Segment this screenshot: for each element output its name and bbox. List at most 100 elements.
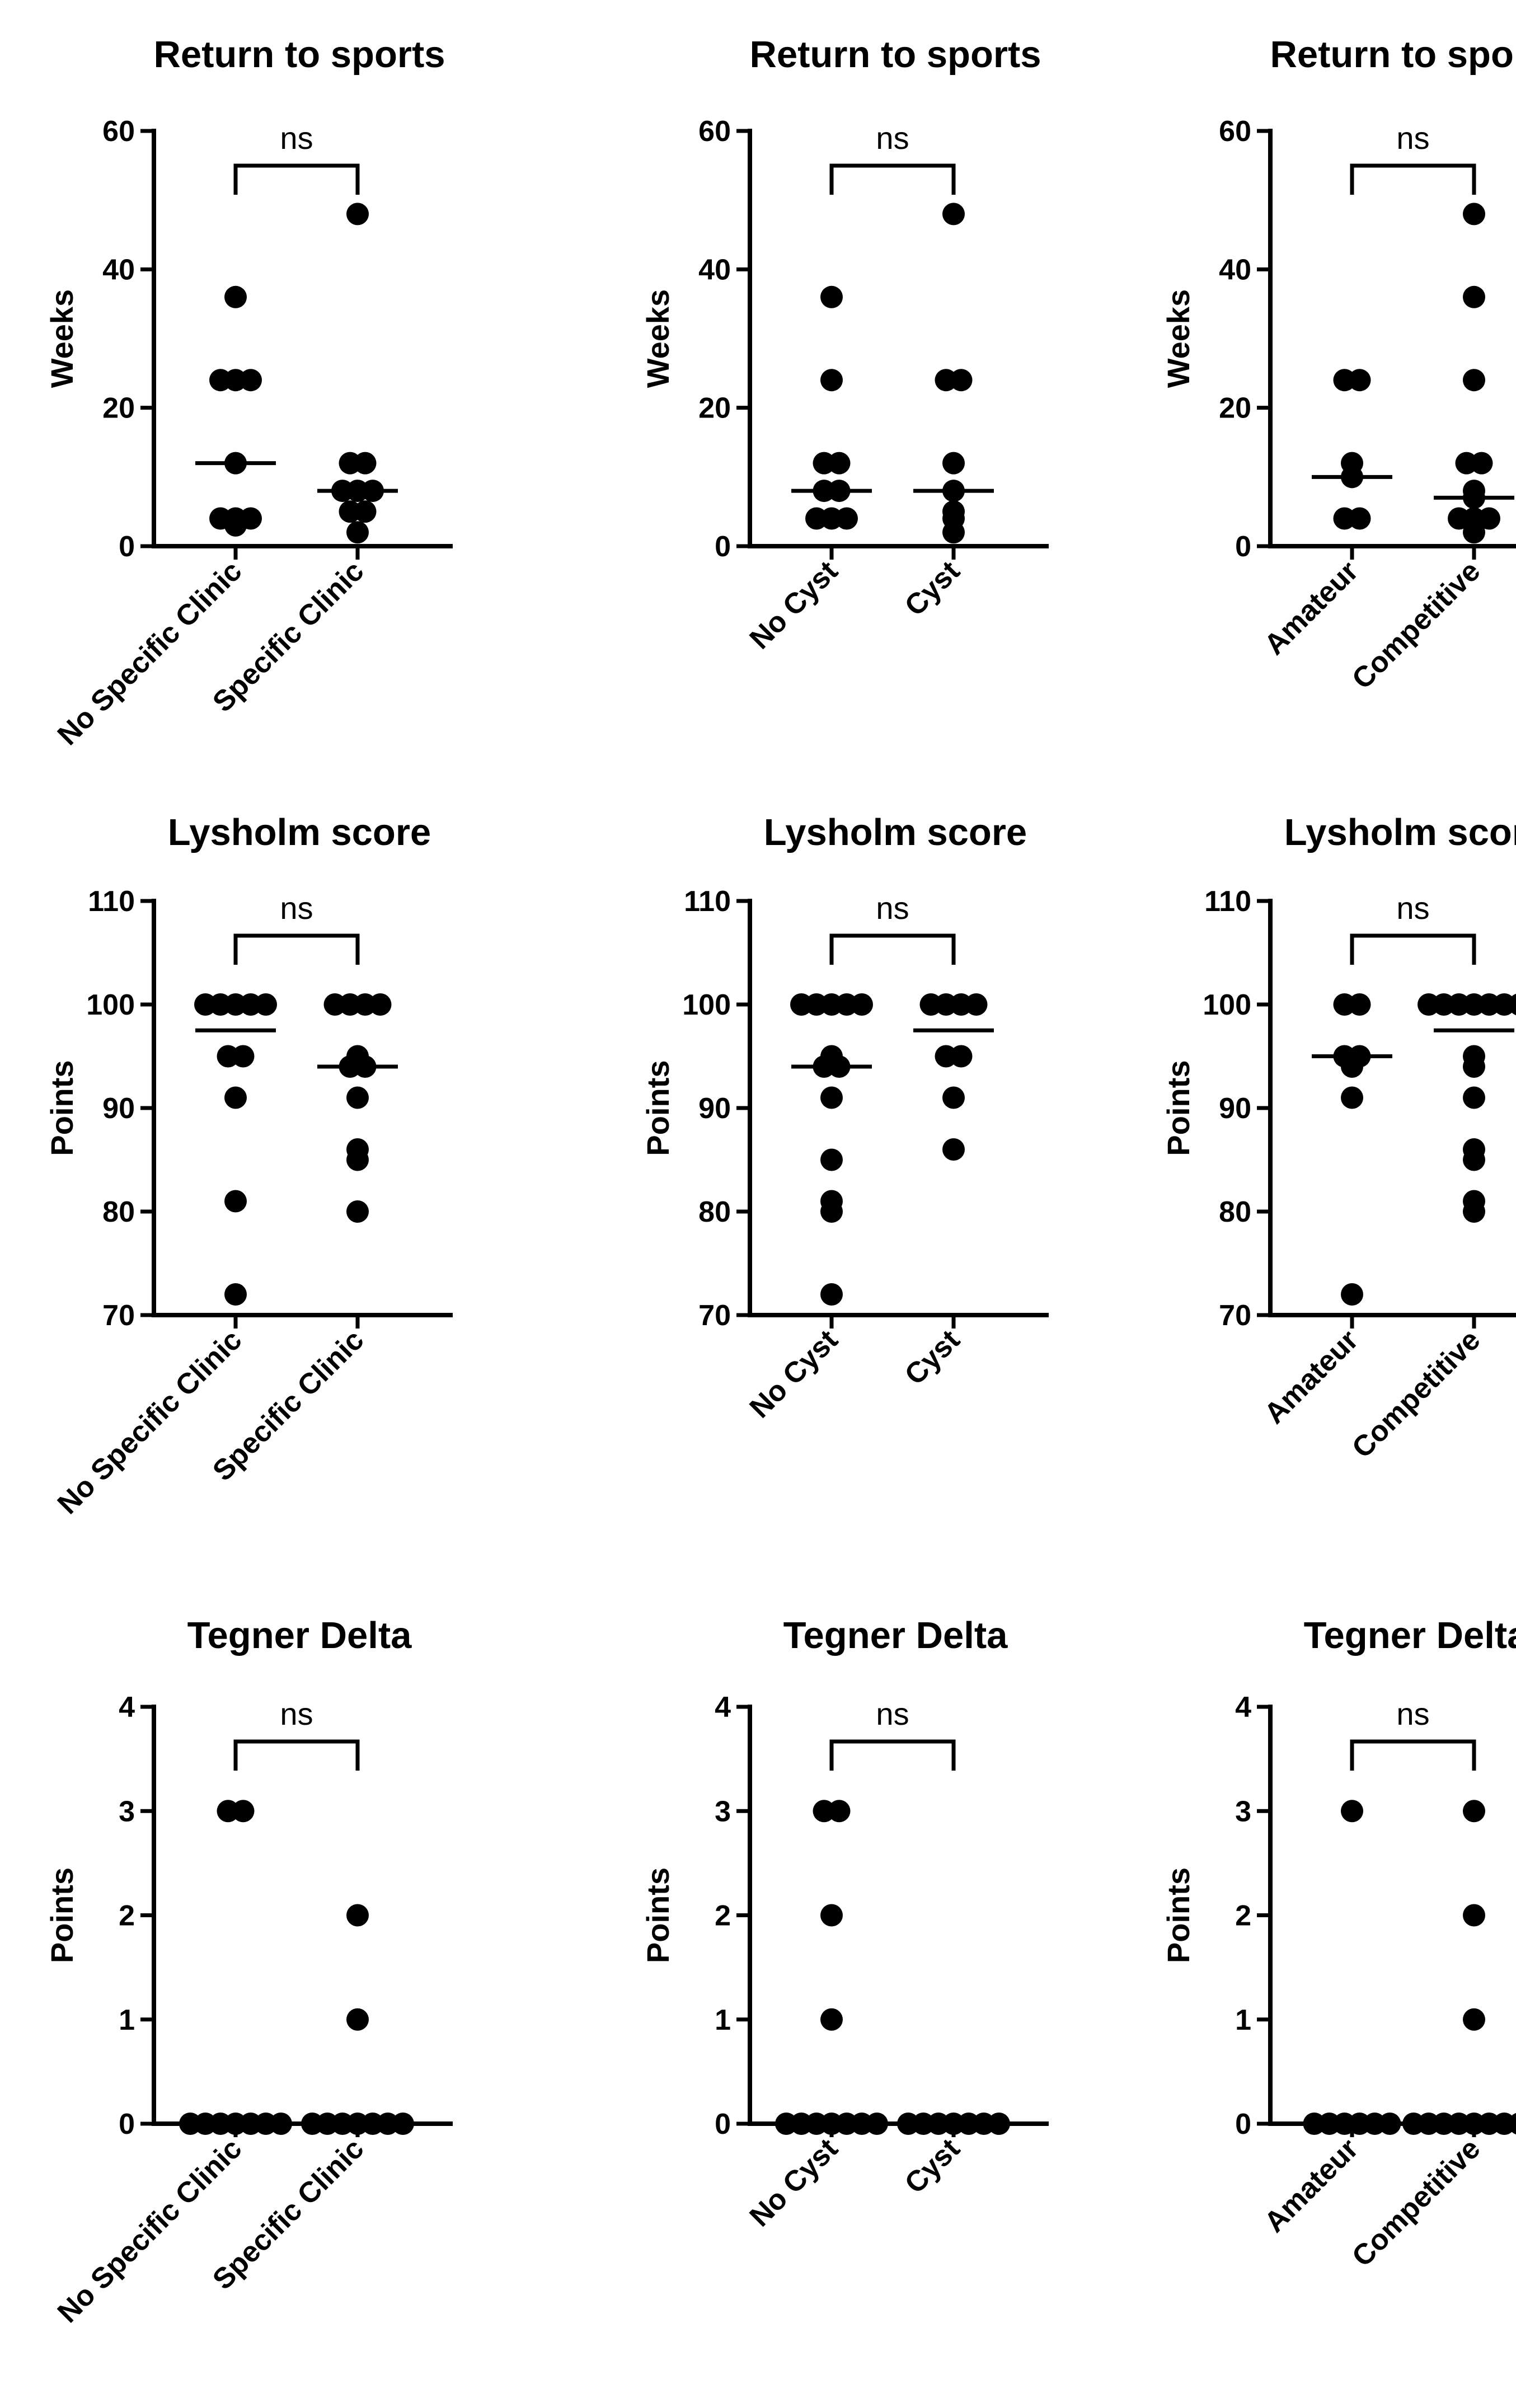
y-tick-label: 20 (698, 392, 731, 425)
y-tick-label: 1 (119, 2004, 135, 2036)
significance-label: ns (876, 890, 909, 926)
data-point (270, 2113, 292, 2135)
significance-bracket (1350, 1739, 1476, 1771)
data-point (820, 369, 843, 392)
y-tick-label: 20 (102, 392, 135, 425)
y-tick-label: 90 (102, 1092, 135, 1125)
data-point (828, 452, 851, 475)
data-point (346, 1045, 369, 1068)
data-point (1341, 452, 1363, 475)
significance-label: ns (1396, 1696, 1429, 1731)
data-point (1470, 452, 1493, 475)
chart-title: Return to sports (153, 34, 445, 76)
data-point (224, 285, 247, 308)
data-point (346, 521, 369, 544)
y-tick-label: 60 (698, 115, 731, 148)
chart-panel-4: Lysholm score Points 70 80 90 100 110 No Specif… (44, 811, 453, 1520)
x-category-label: Amateur (1258, 555, 1364, 661)
data-point (820, 1148, 843, 1171)
data-point (942, 1086, 965, 1109)
x-category-label: No Cyst (744, 1323, 844, 1424)
y-tick-label: 2 (119, 1900, 135, 1932)
data-point (1463, 203, 1485, 226)
data-point (1463, 1800, 1485, 1823)
x-category-label: Amateur (1258, 2132, 1364, 2238)
y-axis-label: Points (44, 1867, 79, 1963)
chart-title: Tegner Delta (783, 1614, 1008, 1656)
data-point (232, 1045, 255, 1068)
y-tick-label: 80 (1219, 1196, 1251, 1228)
data-point (392, 2113, 414, 2135)
data-point (1463, 1138, 1485, 1161)
significance-bracket (233, 933, 360, 965)
chart-title: Return to sports (749, 34, 1041, 76)
significance-label: ns (280, 1696, 313, 1731)
significance-bracket (829, 1739, 956, 1771)
y-tick-label: 100 (682, 989, 731, 1021)
x-category-label: No Specific Clinic (51, 555, 248, 752)
data-point (346, 203, 369, 226)
y-tick-label: 4 (1235, 1691, 1251, 1724)
y-axis-label: Weeks (1161, 289, 1196, 388)
data-point (1463, 2008, 1485, 2031)
data-point (942, 452, 965, 475)
x-category-label: Competitive (1346, 1323, 1486, 1464)
y-axis-label: Points (1161, 1060, 1196, 1156)
data-point (942, 1138, 965, 1161)
y-tick-label: 110 (1204, 885, 1251, 918)
chart-title: Tegner Delta (187, 1614, 412, 1656)
y-tick-label: 90 (698, 1092, 731, 1125)
data-point (346, 1138, 369, 1161)
data-point (836, 507, 858, 530)
data-point (255, 993, 277, 1016)
significance-label: ns (280, 120, 313, 156)
data-point (1341, 1800, 1363, 1823)
significance-label: ns (876, 120, 909, 156)
y-tick-label: 110 (684, 885, 731, 918)
significance-label: ns (1396, 120, 1429, 156)
y-tick-label: 3 (119, 1795, 135, 1828)
chart-panel-2: Return to sports Weeks 0 20 40 60 No Cyst Cyst n… (640, 34, 1049, 655)
y-tick-label: 4 (715, 1691, 731, 1724)
data-point (820, 2008, 843, 2031)
y-tick-label: 60 (102, 115, 135, 148)
x-category-label: No Specific Clinic (51, 2132, 248, 2329)
data-point (346, 1200, 369, 1223)
chart-panel-6: Lysholm score Points 70 80 90 100 110 AmateurCo… (1161, 811, 1516, 1464)
data-point (820, 1904, 843, 1927)
data-point (346, 1904, 369, 1927)
data-point (988, 2113, 1010, 2135)
y-tick-label: 70 (102, 1299, 135, 1332)
data-point (354, 452, 377, 475)
data-point (346, 1086, 369, 1109)
chart-panel-8: Tegner Delta Points 0 1 2 3 4 No Cyst Cyst ns (640, 1614, 1049, 2233)
y-tick-label: 4 (119, 1691, 135, 1724)
y-tick-label: 0 (1235, 531, 1251, 563)
significance-bracket (233, 1739, 360, 1771)
x-category-label: Cyst (899, 555, 966, 622)
data-point (224, 1190, 247, 1213)
significance-label: ns (876, 1696, 909, 1731)
significance-bracket (1350, 163, 1476, 195)
data-point (950, 369, 973, 392)
data-point (965, 993, 988, 1016)
chart-title: Lysholm score (1284, 811, 1516, 853)
data-point (1463, 1045, 1485, 1068)
y-tick-label: 110 (88, 885, 135, 918)
y-tick-label: 70 (698, 1299, 731, 1332)
y-axis-label: Points (44, 1060, 79, 1156)
data-point (942, 203, 965, 226)
chart-title: Lysholm score (168, 811, 431, 853)
data-point (942, 500, 965, 523)
data-point (1463, 285, 1485, 308)
data-point (232, 1800, 255, 1823)
data-point (820, 1086, 843, 1109)
data-point (820, 1190, 843, 1213)
y-axis-label: Points (640, 1060, 675, 1156)
y-tick-label: 3 (715, 1795, 731, 1828)
data-point (354, 500, 377, 523)
chart-panel-9: Tegner Delta Points 0 1 2 3 4 AmateurCompetitiv… (1161, 1614, 1516, 2273)
data-point (240, 369, 262, 392)
data-point (950, 1045, 973, 1068)
